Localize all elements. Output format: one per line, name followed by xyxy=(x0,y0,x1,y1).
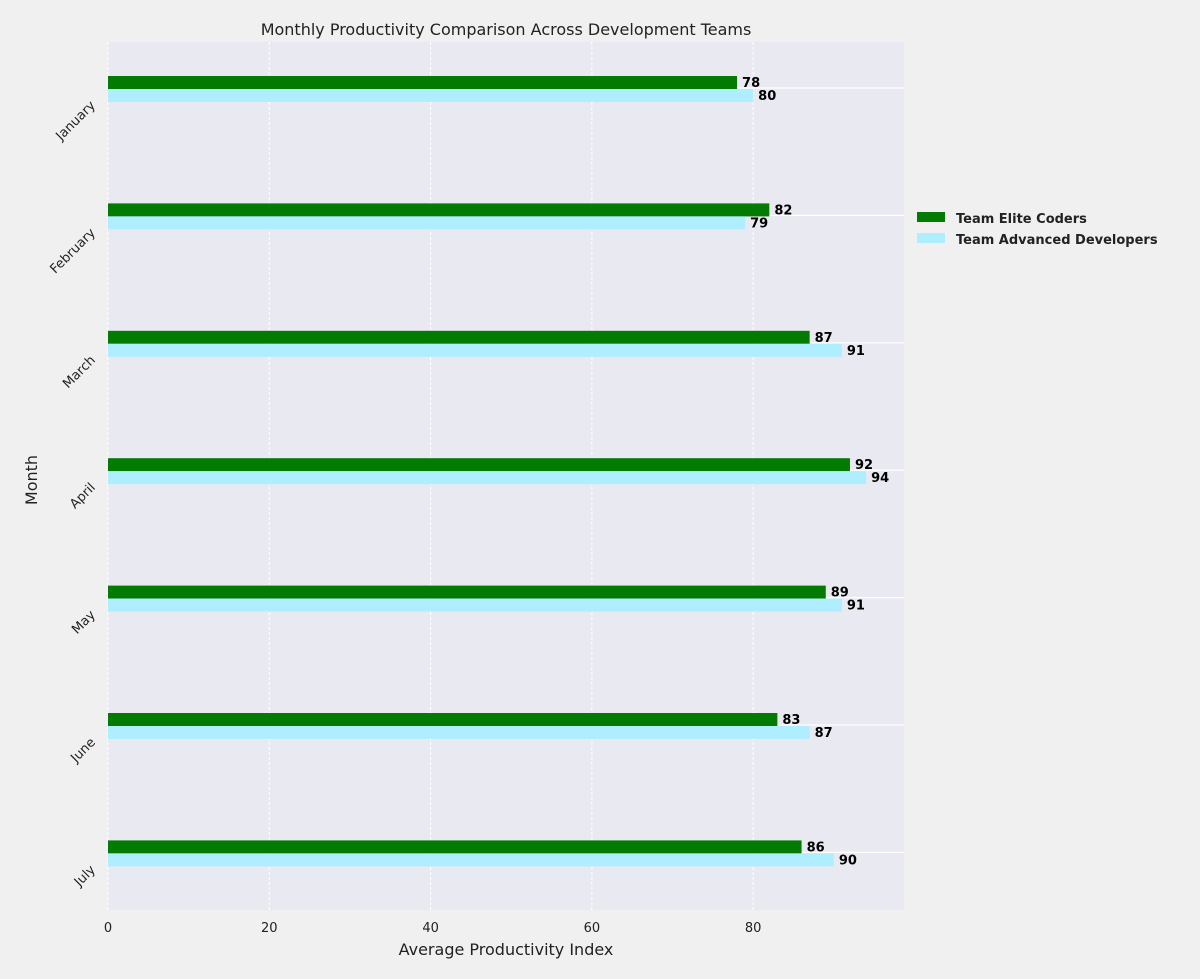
legend-swatch-team-elite-coders xyxy=(917,212,945,222)
value-label-team-elite-coders-march: 87 xyxy=(815,331,833,346)
y-axis-label: Month xyxy=(22,455,41,505)
legend-swatch-team-advanced-developers xyxy=(917,233,945,243)
value-label-team-advanced-developers-january: 80 xyxy=(758,89,776,104)
bar-team-elite-coders-february xyxy=(108,203,770,217)
value-label-team-advanced-developers-march: 91 xyxy=(847,344,865,359)
bar-team-elite-coders-march xyxy=(108,330,810,344)
x-tick-label-40: 40 xyxy=(422,921,439,936)
bar-team-elite-coders-may xyxy=(108,585,826,599)
legend: Team Elite Coders Team Advanced Develope… xyxy=(917,212,1158,248)
value-label-team-advanced-developers-may: 91 xyxy=(847,599,865,614)
value-label-team-elite-coders-june: 83 xyxy=(782,713,800,728)
value-label-team-elite-coders-april: 92 xyxy=(855,458,873,473)
x-tick-label-80: 80 xyxy=(745,921,762,936)
x-tick-label-0: 0 xyxy=(104,921,112,936)
legend-label-team-elite-coders: Team Elite Coders xyxy=(956,212,1087,227)
value-label-team-elite-coders-january: 78 xyxy=(742,76,760,91)
x-axis-ticks: 0 20 40 60 80 xyxy=(104,921,762,936)
value-label-team-advanced-developers-february: 79 xyxy=(750,216,768,231)
value-label-team-advanced-developers-july: 90 xyxy=(839,853,857,868)
bar-team-advanced-developers-july xyxy=(108,853,834,867)
x-tick-label-60: 60 xyxy=(584,921,601,936)
bar-team-elite-coders-june xyxy=(108,713,778,726)
bar-team-advanced-developers-february xyxy=(108,216,746,230)
bar-team-elite-coders-january xyxy=(108,76,738,89)
value-label-team-elite-coders-may: 89 xyxy=(831,586,849,601)
value-label-team-advanced-developers-june: 87 xyxy=(815,726,833,741)
bar-team-advanced-developers-april xyxy=(108,471,867,485)
bar-team-elite-coders-april xyxy=(108,458,850,472)
chart-title: Monthly Productivity Comparison Across D… xyxy=(261,20,752,39)
bar-team-advanced-developers-march xyxy=(108,343,842,357)
x-axis-label: Average Productivity Index xyxy=(399,940,614,959)
bars xyxy=(108,76,867,867)
bar-team-elite-coders-july xyxy=(108,840,802,854)
value-label-team-elite-coders-july: 86 xyxy=(807,840,825,855)
x-tick-label-20: 20 xyxy=(261,921,278,936)
legend-label-team-advanced-developers: Team Advanced Developers xyxy=(956,233,1158,248)
bar-team-advanced-developers-january xyxy=(108,89,754,102)
bar-team-advanced-developers-may xyxy=(108,598,842,612)
value-label-team-advanced-developers-april: 94 xyxy=(871,471,889,486)
bar-team-advanced-developers-june xyxy=(108,726,810,739)
value-label-team-elite-coders-february: 82 xyxy=(774,203,792,218)
